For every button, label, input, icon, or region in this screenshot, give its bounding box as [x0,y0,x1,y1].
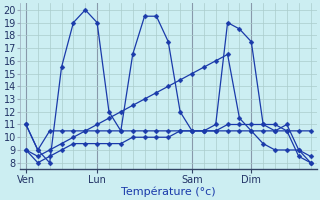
X-axis label: Température (°c): Température (°c) [121,186,216,197]
